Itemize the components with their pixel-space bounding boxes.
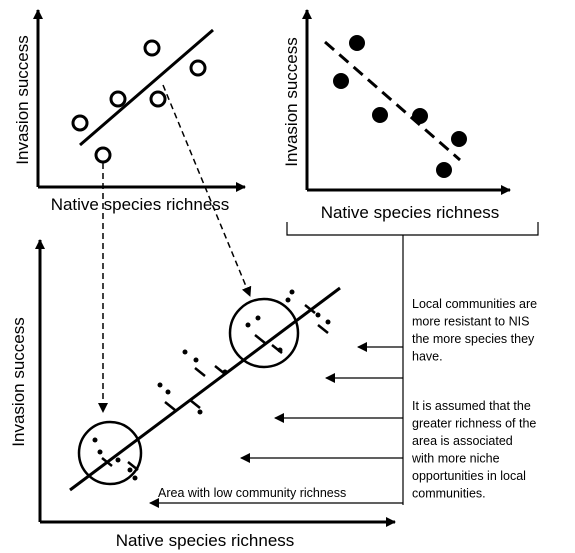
y-label: Invasion success xyxy=(9,317,28,446)
note-line: It is assumed that the xyxy=(412,399,531,413)
bottom-note: Area with low community richness xyxy=(158,486,346,500)
note-line: opportunities in local xyxy=(412,469,526,483)
layout xyxy=(33,9,539,527)
note-line: area is associated xyxy=(412,434,513,448)
x-label: Native species richness xyxy=(51,195,230,214)
x-label: Native species richness xyxy=(321,203,500,222)
note-line: with more niche xyxy=(411,452,500,466)
note-line: Local communities are xyxy=(412,297,537,311)
y-label: Invasion success xyxy=(13,35,32,164)
note-line: greater richness of the xyxy=(412,417,536,431)
note-line: communities. xyxy=(412,487,486,501)
y-label: Invasion success xyxy=(282,37,301,166)
note-line: have. xyxy=(412,350,443,364)
x-label: Native species richness xyxy=(116,531,295,550)
note-line: the more species they xyxy=(412,332,535,346)
notes: Local communities are more resistant to N… xyxy=(411,297,537,501)
note-line: more resistant to NIS xyxy=(412,315,529,329)
